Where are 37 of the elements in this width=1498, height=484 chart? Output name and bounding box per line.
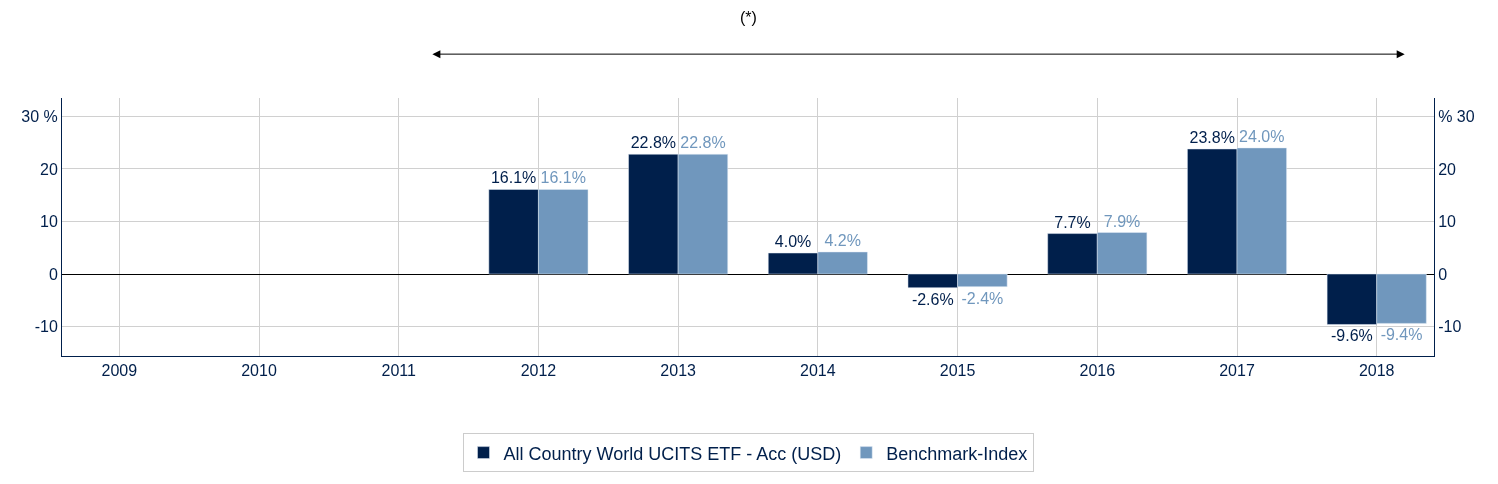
y-tick-label: 0 bbox=[48, 265, 58, 283]
y-tick-label: 30 % bbox=[21, 107, 58, 125]
data-label: 4.0% bbox=[774, 233, 812, 251]
x-tick-label: 2011 bbox=[381, 362, 417, 380]
y2-tick-label: 0 bbox=[1438, 265, 1448, 283]
data-label: 22.8% bbox=[630, 134, 677, 152]
y-tick-label: 10 bbox=[40, 213, 58, 231]
x-tick-label: 2017 bbox=[1219, 362, 1255, 380]
y2-tick-label: 20 bbox=[1438, 160, 1457, 178]
y2-tick-label: % 30 bbox=[1438, 107, 1475, 125]
x-tick-label: 2009 bbox=[101, 362, 138, 380]
data-label: 7.7% bbox=[1054, 213, 1091, 231]
y-tick-label: -10 bbox=[34, 318, 58, 336]
x-tick-label: 2015 bbox=[939, 362, 976, 380]
data-label: -2.4% bbox=[961, 289, 1004, 307]
data-label: 16.1% bbox=[540, 169, 586, 187]
y-tick-label: 20 bbox=[40, 160, 58, 178]
x-tick-label: 2018 bbox=[1358, 362, 1395, 380]
data-label: 16.1% bbox=[490, 169, 537, 187]
y2-tick-label: -10 bbox=[1438, 318, 1462, 336]
x-tick-label: 2016 bbox=[1079, 362, 1116, 380]
data-label: -9.4% bbox=[1380, 326, 1423, 344]
x-tick-label: 2012 bbox=[520, 362, 557, 380]
data-label: 23.8% bbox=[1189, 128, 1235, 146]
legend-label: Benchmark-Index bbox=[886, 443, 1028, 464]
data-label: 24.0% bbox=[1239, 127, 1285, 145]
data-label: -2.6% bbox=[911, 290, 954, 308]
legend-label: All Country World UCITS ETF - Acc (USD) bbox=[503, 443, 842, 464]
x-tick-label: 2013 bbox=[660, 362, 697, 380]
x-tick-label: 2014 bbox=[800, 362, 836, 380]
data-label: 4.2% bbox=[824, 231, 861, 249]
x-tick-label: 2010 bbox=[241, 362, 277, 380]
data-label: -9.6% bbox=[1331, 327, 1373, 345]
y2-tick-label: 10 bbox=[1438, 213, 1457, 231]
data-label: 7.9% bbox=[1103, 212, 1141, 230]
data-label: 22.8% bbox=[680, 134, 726, 152]
text: (*) bbox=[740, 9, 757, 26]
